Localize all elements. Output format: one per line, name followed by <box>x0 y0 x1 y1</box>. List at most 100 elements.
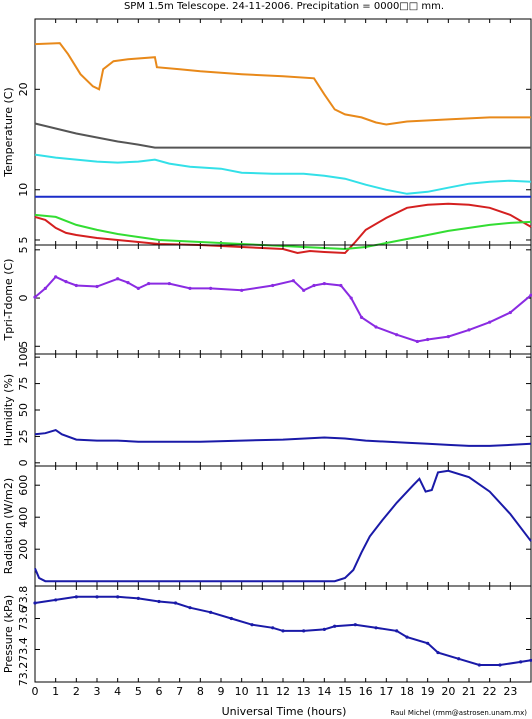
series-purple-point <box>508 310 512 315</box>
x-tick-label: 23 <box>503 685 517 698</box>
x-tick-label: 21 <box>462 685 476 698</box>
x-tick-label: 2 <box>73 685 80 698</box>
series-red-line <box>34 202 532 255</box>
series-purple-point <box>312 283 316 288</box>
series-purple-point <box>147 281 151 286</box>
series-purple-point <box>488 320 492 324</box>
series-navy-point <box>116 595 120 599</box>
series-navy-point <box>271 626 275 630</box>
x-tick-label: 8 <box>197 685 204 698</box>
series-purple-point <box>188 286 192 291</box>
series-purple-point <box>339 283 343 288</box>
panel-frame <box>34 18 532 246</box>
series-navy-point <box>157 599 161 604</box>
x-tick-label: 19 <box>421 685 435 698</box>
series-purple-point <box>74 283 78 288</box>
series-purple-point <box>395 333 399 337</box>
series-purple-point <box>136 286 140 291</box>
series-purple-point <box>116 277 120 281</box>
series-purple-point <box>167 281 171 286</box>
series-navy-point <box>229 616 233 621</box>
panel-frame <box>34 353 532 467</box>
series-navy-point <box>333 624 337 628</box>
x-tick-label: 15 <box>338 685 352 698</box>
series-navy-point <box>95 595 99 599</box>
series-purple-point <box>33 295 37 299</box>
series-purple-point <box>374 325 378 329</box>
series-purple-point <box>209 286 213 291</box>
y-tick-label: 73.8 <box>17 586 30 611</box>
y-tick-label: 75 <box>17 377 30 391</box>
series-navy-point <box>136 596 140 600</box>
x-tick-label: 7 <box>176 685 183 698</box>
series-navy-point <box>436 650 440 655</box>
series-navy-point <box>426 641 430 645</box>
panel-frame <box>34 465 532 587</box>
series-purple-point <box>95 284 99 289</box>
chart-title: SPM 1.5m Telescope. 24-11-2006. Precipit… <box>124 1 444 12</box>
y-tick-label: 600 <box>17 475 30 496</box>
y-tick-label: 0 <box>17 459 30 466</box>
series-purple-point <box>302 288 306 292</box>
y-tick-label: 400 <box>17 507 30 528</box>
series-navy-line <box>34 595 532 666</box>
series-navy-point <box>173 601 178 605</box>
y-tick-label: 73.6 <box>17 606 30 631</box>
x-tick-label: 20 <box>441 685 455 698</box>
credit-text: Raul Michel (rmm@astrosen.unam.mx) <box>390 709 527 717</box>
x-tick-label: 22 <box>483 685 497 698</box>
series-purple-point <box>446 335 450 339</box>
series-navy-point <box>281 629 285 633</box>
series-navy-point <box>395 629 399 633</box>
series-navy-point <box>33 601 37 605</box>
y-axis-label: Humidity (%) <box>2 374 15 446</box>
x-tick-label: 11 <box>255 685 269 698</box>
series-navy-point <box>374 626 378 630</box>
series-navy-point <box>405 635 409 639</box>
y-tick-label: 0 <box>17 295 30 302</box>
series-navy-point <box>74 595 78 599</box>
series-purple-point <box>529 293 532 297</box>
x-tick-label: 16 <box>359 685 373 698</box>
series-navy-point <box>477 663 481 667</box>
series-navy-point <box>250 623 254 627</box>
x-tick-label: 4 <box>114 685 121 698</box>
series-purple-point <box>271 283 275 288</box>
series-purple-point <box>359 315 364 319</box>
series-purple-point <box>64 280 68 284</box>
y-tick-label: 50 <box>17 403 30 417</box>
series-purple-point <box>43 286 47 291</box>
y-tick-label: 5 <box>17 246 30 253</box>
y-tick-label: 5 <box>17 236 30 243</box>
series-purple-point <box>349 296 353 300</box>
panel-frame <box>34 244 532 355</box>
series-purple-point <box>126 281 130 285</box>
series-navy-point <box>54 598 58 602</box>
y-tick-label: 25 <box>17 429 30 443</box>
x-tick-label: 1 <box>52 685 59 698</box>
y-axis-label: Pressure (kPa) <box>2 595 15 673</box>
series-navy-point <box>209 610 213 614</box>
x-tick-label: 10 <box>235 685 249 698</box>
x-tick-label: 17 <box>379 685 393 698</box>
x-tick-label: 14 <box>317 685 331 698</box>
x-tick-label: 12 <box>276 685 290 698</box>
series-navy-line <box>34 429 532 447</box>
series-purple-point <box>415 339 419 344</box>
y-axis-label: Tpri-Tdome (C) <box>2 259 15 342</box>
panel-frame <box>34 585 532 683</box>
series-purple-point <box>291 279 295 283</box>
x-tick-label: 6 <box>156 685 163 698</box>
y-tick-label: 20 <box>17 82 30 96</box>
y-tick-label: 73.4 <box>17 637 30 662</box>
x-tick-label: 0 <box>32 685 39 698</box>
y-tick-label: 100 <box>17 347 30 368</box>
y-tick-label: 73.2 <box>17 662 30 687</box>
x-tick-label: 9 <box>218 685 225 698</box>
series-navy-point <box>353 623 357 627</box>
series-navy-point <box>498 663 502 667</box>
series-purple-point <box>426 337 430 342</box>
